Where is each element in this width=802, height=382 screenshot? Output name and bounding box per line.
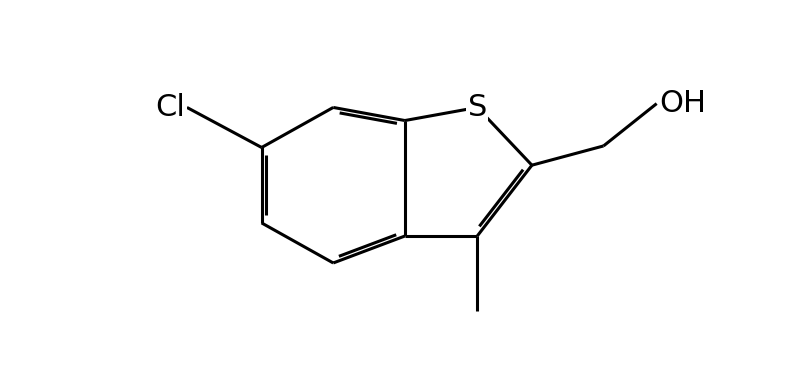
Text: Cl: Cl: [156, 93, 185, 122]
Text: S: S: [468, 93, 487, 122]
Text: OH: OH: [660, 89, 707, 118]
